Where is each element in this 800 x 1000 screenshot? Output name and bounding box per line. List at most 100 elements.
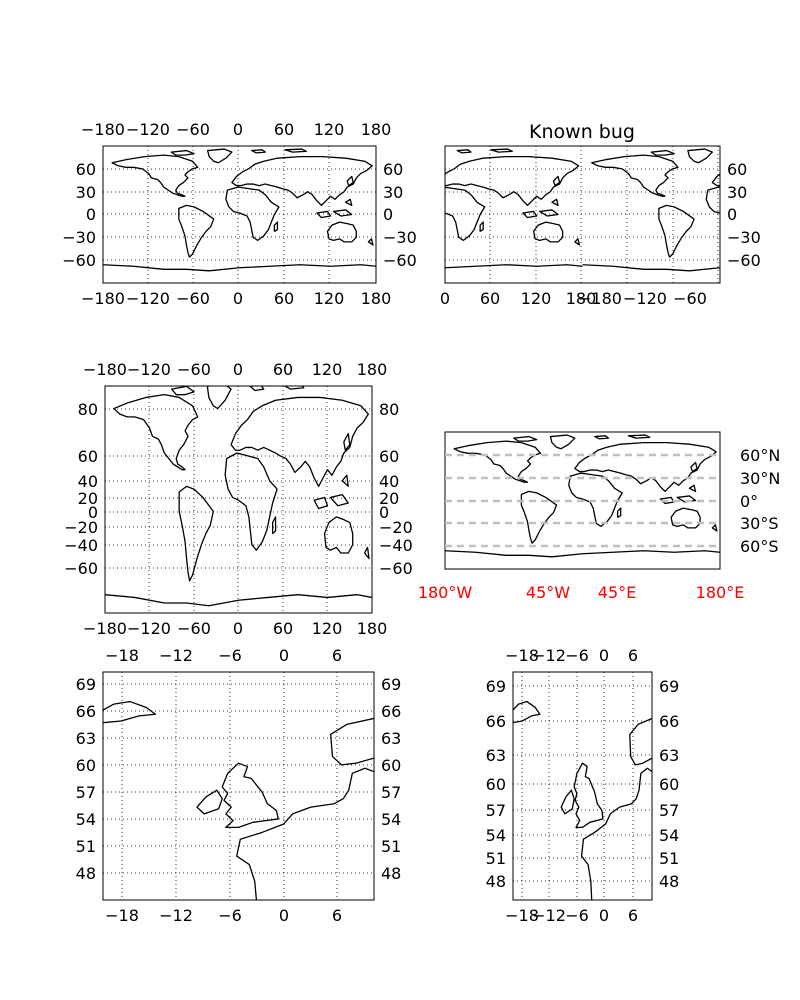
- y-tick-label-left: 40: [78, 472, 98, 491]
- y-tick-label-right: 60: [659, 775, 679, 794]
- y-tick-label-right: 0: [379, 503, 389, 522]
- x-tick-label-bottom: 120: [312, 619, 343, 638]
- x-tick-label-top: 6: [332, 646, 342, 665]
- x-tick-label-bottom: 180: [566, 289, 597, 308]
- map-panel-uk-b: −18−12 −6 0 6−18−12 −6 0 669666360575451486966…: [486, 646, 680, 925]
- y-tick-label-left: 48: [76, 864, 96, 883]
- map-frame: [104, 385, 373, 614]
- map-area: [445, 146, 720, 283]
- y-tick-label-right: −40: [379, 536, 413, 555]
- x-tick-label-top: 120: [314, 120, 345, 139]
- x-tick-label-bottom: −6: [218, 906, 242, 925]
- y-tick-label-left: −20: [64, 518, 98, 537]
- map-frame: [444, 145, 721, 284]
- x-tick-label-top: −12: [532, 646, 566, 665]
- x-tick-label-bottom: 0: [599, 906, 609, 925]
- y-tick-label-right: −60: [379, 559, 413, 578]
- x-tick-label-bottom: 120: [314, 289, 345, 308]
- y-tick-label-right: 48: [659, 872, 679, 891]
- x-tick-label-bottom: −120: [623, 289, 667, 308]
- y-tick-label-right: 80: [379, 400, 399, 419]
- x-tick-label-bottom: 60: [480, 289, 500, 308]
- y-tick-label-left: −40: [64, 536, 98, 555]
- map-panel-world-d: 180°W 45°W 45°E 180°E 60°N 30°N 0° 30°S 60°S: [418, 431, 780, 602]
- x-tick-label-top: 120: [312, 360, 343, 379]
- x-tick-label-bottom: 180°W: [418, 583, 473, 602]
- y-tick-label-left: 48: [486, 872, 506, 891]
- map-frame: [102, 145, 377, 284]
- y-tick-label-left: −60: [62, 251, 96, 270]
- x-tick-label-bottom: −120: [127, 619, 171, 638]
- y-tick-label-right: 30: [727, 183, 747, 202]
- y-tick-label-right: −20: [379, 518, 413, 537]
- y-tick-label-right: 30°S: [740, 514, 779, 533]
- y-tick-label-right: 30°N: [740, 469, 780, 488]
- map-area: [103, 146, 376, 283]
- x-tick-label-top: −120: [126, 120, 170, 139]
- x-tick-label-top: −60: [177, 360, 211, 379]
- x-tick-label-bottom: 0: [233, 289, 243, 308]
- x-tick-label-bottom: −180: [578, 289, 622, 308]
- map-area: [105, 386, 372, 613]
- x-tick-label-bottom: 45°W: [526, 583, 570, 602]
- y-tick-label-right: 57: [381, 783, 401, 802]
- y-tick-label-right: 63: [381, 729, 401, 748]
- x-tick-label-bottom: −180: [83, 619, 127, 638]
- y-tick-label-right: 54: [659, 826, 679, 845]
- y-tick-label-left: −30: [62, 228, 96, 247]
- x-tick-label-top: 60: [273, 360, 293, 379]
- x-tick-label-bottom: −60: [177, 619, 211, 638]
- y-tick-label-right: 30: [383, 183, 403, 202]
- y-tick-label-left: 0: [88, 503, 98, 522]
- x-tick-label-bottom: 180°E: [696, 583, 745, 602]
- x-tick-label-top: −60: [176, 120, 210, 139]
- y-tick-label-right: 60: [379, 447, 399, 466]
- y-tick-label-left: 80: [78, 400, 98, 419]
- x-tick-label-bottom: −180: [81, 289, 125, 308]
- x-tick-label-bottom: 45°E: [598, 583, 636, 602]
- y-tick-label-left: 60: [78, 447, 98, 466]
- y-tick-label-right: 69: [381, 675, 401, 694]
- map-panel-world-c: −180 −120 −60 0 60 120 180−180 −120 −60 0 60 120 180…: [64, 360, 413, 638]
- x-tick-label-bottom: −12: [159, 906, 193, 925]
- y-tick-label-right: 20: [379, 489, 399, 508]
- x-tick-label-top: −18: [505, 646, 539, 665]
- y-tick-label-right: 57: [659, 801, 679, 820]
- x-tick-label-top: 0: [233, 360, 243, 379]
- x-tick-label-top: 180: [361, 120, 392, 139]
- y-tick-label-right: 66: [659, 712, 679, 731]
- x-tick-label-top: 0: [279, 646, 289, 665]
- x-tick-label-bottom: −120: [126, 289, 170, 308]
- x-tick-label-top: 60: [274, 120, 294, 139]
- y-tick-label-left: 20: [78, 489, 98, 508]
- y-tick-label-right: −60: [727, 251, 761, 270]
- y-tick-label-right: 40: [379, 472, 399, 491]
- x-tick-label-top: −120: [127, 360, 171, 379]
- y-tick-label-right: 51: [659, 849, 679, 868]
- y-tick-label-left: 60: [76, 160, 96, 179]
- map-frame: [102, 671, 375, 901]
- y-tick-label-left: 54: [76, 810, 96, 829]
- x-tick-label-bottom: 180: [357, 619, 388, 638]
- y-tick-label-right: 60: [383, 160, 403, 179]
- y-tick-label-right: 0: [383, 205, 393, 224]
- y-tick-label-left: 0: [86, 205, 96, 224]
- y-tick-label-right: 69: [659, 677, 679, 696]
- y-tick-label-right: −30: [383, 228, 417, 247]
- map-panel-uk-a: −18 −12 −6 0 6 −18 −12 −6 0 6 69 66 63 60 57 54 51 48 69 66…: [76, 646, 402, 925]
- y-tick-label-right: 66: [381, 702, 401, 721]
- x-tick-label-bottom: 0: [233, 619, 243, 638]
- x-tick-label-bottom: −12: [532, 906, 566, 925]
- y-tick-label-right: 60: [381, 756, 401, 775]
- y-tick-label-right: 0°: [740, 492, 758, 511]
- y-tick-label-left: 57: [486, 801, 506, 820]
- map-panel-world-b: Known bug 0 60 120 180−180 −120 −60 60 30 0 −30 −60: [440, 121, 761, 308]
- y-tick-label-left: 57: [76, 783, 96, 802]
- y-tick-label-left: 69: [486, 677, 506, 696]
- x-tick-label-top: 0: [599, 646, 609, 665]
- y-tick-label-left: 51: [76, 837, 96, 856]
- map-area: [445, 434, 720, 558]
- x-tick-label-bottom: 6: [628, 906, 638, 925]
- y-tick-label-right: 63: [659, 746, 679, 765]
